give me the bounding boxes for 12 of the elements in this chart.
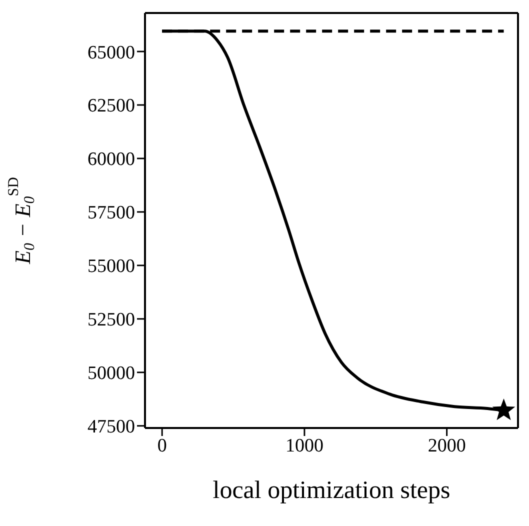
y-tick-label: 50000 (88, 363, 135, 384)
x-tick-label: 2000 (428, 435, 466, 456)
y-tick-label: 47500 (88, 416, 135, 438)
x-tick-label: 0 (157, 435, 167, 456)
y-tick-label: 62500 (88, 96, 135, 117)
x-axis-title: local optimization steps (212, 477, 450, 504)
y-tick-label: 60000 (88, 149, 135, 170)
y-tick-label: 52500 (88, 310, 135, 331)
y-tick-label: 57500 (88, 202, 135, 224)
x-tick-label: 1000 (285, 435, 324, 456)
y-tick-label: 65000 (88, 42, 135, 64)
y-tick-label: 55000 (88, 256, 135, 278)
